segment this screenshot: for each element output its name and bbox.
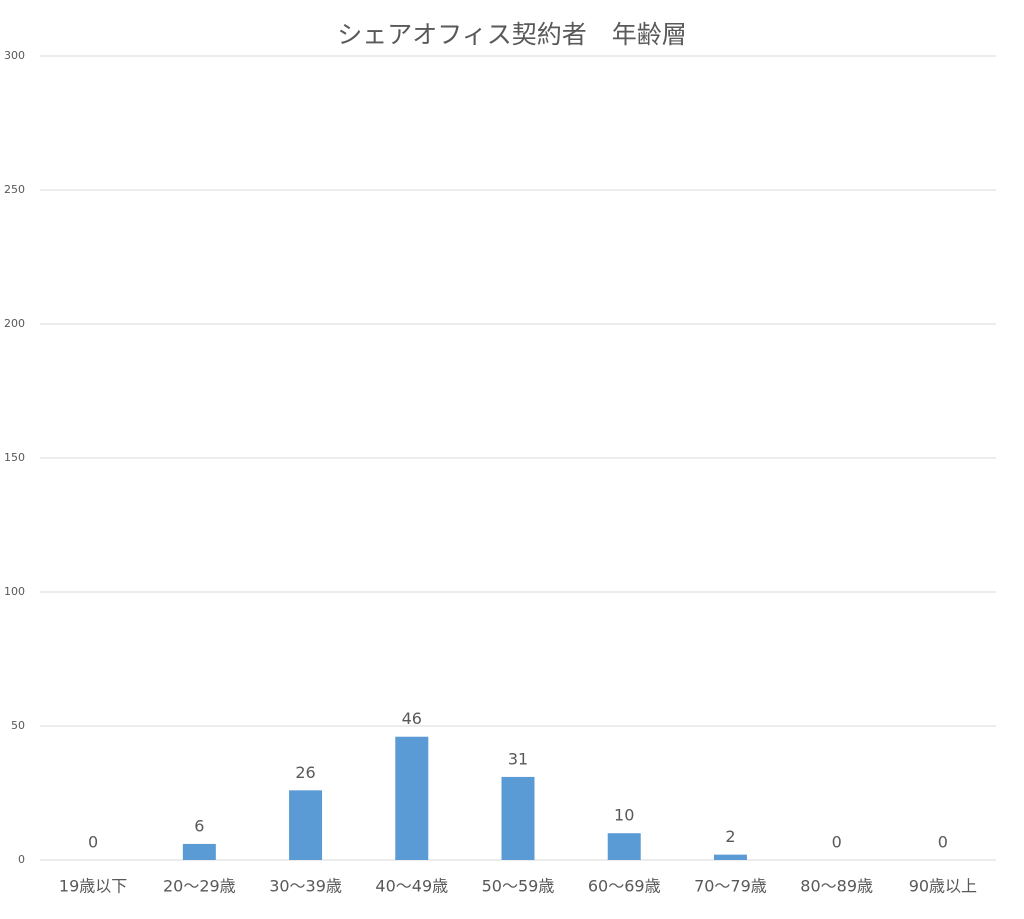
x-tick-label: 40～49歳 xyxy=(375,877,448,896)
x-tick-label: 80～89歳 xyxy=(800,877,873,896)
data-label: 2 xyxy=(725,827,735,846)
data-label: 0 xyxy=(832,833,842,852)
data-label: 6 xyxy=(194,816,204,835)
data-label: 0 xyxy=(938,833,948,852)
bar xyxy=(713,854,747,860)
y-tick-label: 250 xyxy=(4,183,25,196)
y-tick-label: 0 xyxy=(18,853,25,866)
data-label: 0 xyxy=(88,833,98,852)
y-tick-label: 50 xyxy=(11,719,25,732)
data-label: 31 xyxy=(508,749,528,768)
x-tick-label: 60～69歳 xyxy=(588,877,661,896)
x-tick-label: 70～79歳 xyxy=(694,877,767,896)
y-tick-label: 200 xyxy=(4,317,25,330)
data-label: 10 xyxy=(614,806,634,825)
x-tick-label: 19歳以下 xyxy=(59,877,127,896)
x-tick-label: 50～59歳 xyxy=(482,877,555,896)
bar xyxy=(607,833,641,860)
y-tick-label: 300 xyxy=(4,49,25,62)
y-tick-label: 150 xyxy=(4,451,25,464)
data-label: 26 xyxy=(295,763,315,782)
x-tick-label: 30～39歳 xyxy=(269,877,342,896)
bar xyxy=(289,790,323,860)
bar xyxy=(501,776,535,860)
data-label: 46 xyxy=(402,709,422,728)
x-tick-label: 20～29歳 xyxy=(163,877,236,896)
bar xyxy=(395,736,429,860)
y-tick-label: 100 xyxy=(4,585,25,598)
bar xyxy=(182,843,216,860)
x-tick-label: 90歳以上 xyxy=(909,877,977,896)
chart-title: シェアオフィス契約者 年齢層 xyxy=(337,20,687,49)
